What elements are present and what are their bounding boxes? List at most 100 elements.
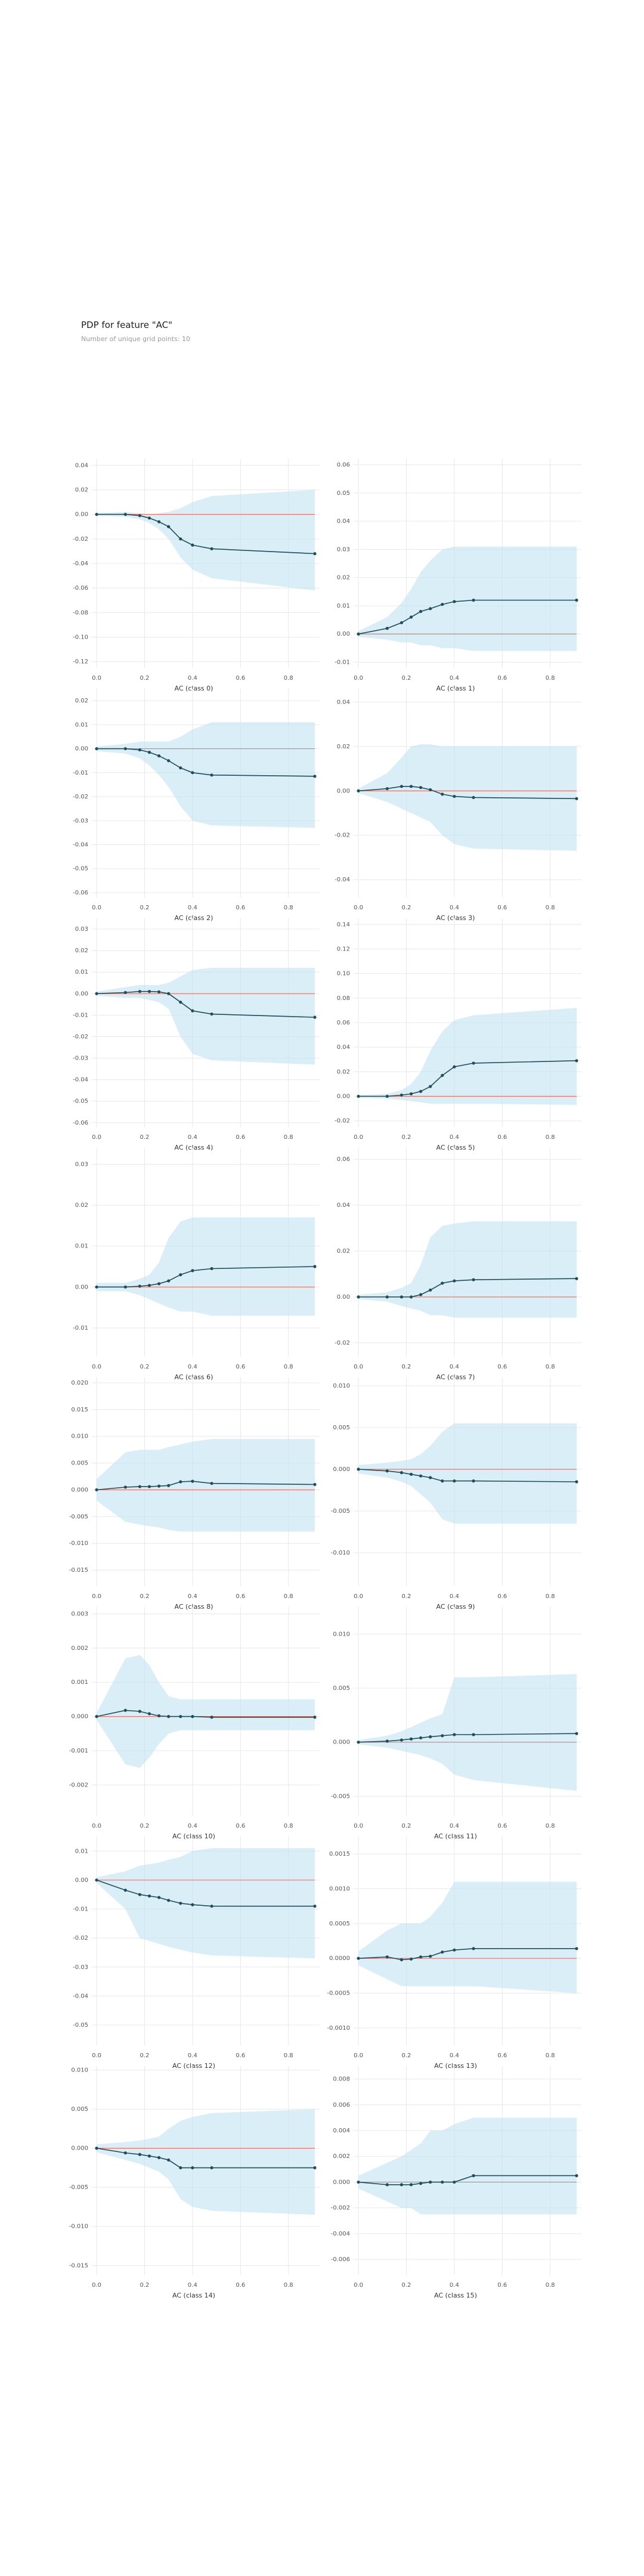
x-tick-label: 0.2: [402, 1134, 411, 1141]
y-tick-label: -0.02: [73, 794, 88, 800]
y-tick-label: 0.005: [333, 1685, 350, 1692]
pdp-panel-0: 0.04 0.02 0.00 -0.02 -0.04 -0.06 -0.08 -0.10 -0.…: [73, 459, 320, 692]
y-tick-label: -0.04: [73, 561, 88, 567]
x-axis-label: AC (class 15): [434, 2292, 477, 2299]
y-tick-label: 0.14: [337, 921, 350, 928]
x-axis-label: AC (class 8): [175, 1603, 213, 1611]
y-tick-label: -0.005: [331, 1508, 350, 1515]
x-tick-label: 0.6: [236, 2052, 245, 2059]
pdp-point: [157, 1896, 161, 1899]
y-tick-label: -0.06: [73, 1120, 88, 1126]
pdp-point: [472, 1947, 475, 1950]
pdp-point: [409, 1092, 413, 1096]
x-tick-label: 0.4: [450, 1823, 459, 1829]
pdp-point: [167, 2158, 171, 2162]
pdp-point: [409, 785, 413, 788]
pdp-point: [409, 1472, 413, 1476]
pdp-panel-12: 0.01 0.00 -0.01 -0.02 -0.03 -0.04 -0.05 0.0 0.2 0…: [73, 1837, 320, 2070]
pdp-panel-2: 0.02 0.01 0.00 -0.01 -0.02 -0.03 -0.04 -0.05 -0.…: [73, 689, 320, 922]
pdp-point: [210, 1905, 213, 1908]
x-tick-label: 0.0: [92, 905, 101, 911]
pdp-point: [179, 1715, 182, 1719]
x-tick-label: 0.2: [140, 2052, 150, 2059]
pdp-panel-13: 0.0015 0.0010 0.0005 0.0000 -0.0005 -0.0010 0.…: [327, 1837, 581, 2070]
pdp-point: [409, 1295, 413, 1299]
pdp-point: [191, 2166, 194, 2170]
pdp-point: [179, 2166, 182, 2170]
pdp-point: [147, 990, 151, 993]
pdp-point: [409, 615, 413, 619]
y-tick-label: 0.00: [337, 631, 350, 637]
pdp-point: [472, 1278, 475, 1281]
x-tick-label: 0.6: [236, 2282, 245, 2289]
x-tick-label: 0.8: [546, 675, 555, 682]
x-tick-label: 0.2: [140, 675, 150, 682]
pdp-panel-9: 0.010 0.005 0.000 -0.005 -0.010 0.0 0.2 0.4 0.6 0…: [331, 1377, 581, 1611]
x-tick-label: 0.8: [546, 2282, 555, 2289]
pdp-point: [147, 1894, 151, 1898]
y-tick-label: 0.03: [337, 546, 350, 553]
pdp-point: [167, 759, 171, 763]
x-tick-label: 0.0: [354, 1364, 363, 1370]
pdp-point: [453, 1948, 456, 1952]
pdp-point: [357, 632, 360, 636]
x-axis-label: AC (class 6): [175, 1373, 213, 1381]
pdp-point: [575, 1277, 578, 1280]
confidence-band: [358, 1008, 577, 1105]
pdp-point: [429, 1085, 432, 1088]
x-tick-label: 0.4: [450, 1593, 459, 1600]
pdp-point: [191, 1479, 194, 1483]
pdp-point: [167, 1484, 171, 1487]
pdp-point: [191, 771, 194, 775]
confidence-band: [97, 1655, 315, 1768]
y-tick-label: 0.06: [337, 462, 350, 468]
pdp-line: [97, 513, 315, 555]
pdp-panel-14: 0.010 0.005 0.000 -0.005 -0.010 -0.015 0.0 0.2 0…: [69, 2066, 320, 2299]
x-tick-label: 0.2: [140, 1593, 150, 1600]
x-tick-label: 0.2: [140, 905, 150, 911]
pdp-point: [157, 1282, 161, 1286]
pdp-point: [179, 537, 182, 541]
y-tick-label: 0.000: [71, 1714, 88, 1720]
pdp-point: [385, 2183, 389, 2187]
x-tick-label: 0.6: [497, 905, 507, 911]
x-tick-label: 0.0: [92, 1134, 101, 1141]
x-tick-label: 0.6: [497, 1364, 507, 1370]
pdp-point: [400, 621, 404, 624]
pdp-point: [453, 600, 456, 603]
y-tick-label: 0.005: [333, 1425, 350, 1431]
y-tick-label: 0.02: [75, 487, 88, 493]
y-tick-label: 0.008: [333, 2076, 350, 2083]
x-tick-label: 0.4: [188, 2282, 197, 2289]
pdp-point: [123, 513, 127, 516]
x-axis-label: AC (class 0): [175, 685, 213, 692]
x-tick-label: 0.4: [450, 2052, 459, 2059]
y-tick-label: -0.005: [69, 2184, 88, 2191]
pdp-point: [123, 1708, 127, 1712]
pdp-point: [441, 792, 444, 796]
pdp-point: [191, 543, 194, 547]
pdp-panel-6: 0.03 0.02 0.01 0.00 -0.01 0.0 0.2 0.4 0.6 0.8 AC (…: [73, 1148, 320, 1381]
y-tick-label: -0.04: [73, 1993, 88, 1999]
x-tick-label: 0.2: [402, 1593, 411, 1600]
x-tick-label: 0.4: [450, 1364, 459, 1370]
pdp-point: [123, 990, 127, 995]
pdp-point: [313, 1482, 317, 1487]
pdp-point: [191, 1009, 194, 1013]
pdp-point: [179, 1273, 182, 1277]
y-tick-label: -0.005: [331, 1793, 350, 1800]
pdp-line: [358, 599, 577, 634]
y-tick-label: 0.010: [333, 1383, 350, 1389]
pdp-point: [575, 1059, 578, 1063]
x-tick-label: 0.2: [402, 1823, 411, 1829]
confidence-band: [358, 1221, 577, 1318]
x-tick-label: 0.2: [402, 675, 411, 682]
pdp-point: [138, 1893, 142, 1896]
pdp-point: [400, 1738, 404, 1742]
y-tick-label: 0.005: [71, 1460, 88, 1467]
y-tick-label: 0.01: [75, 969, 88, 976]
y-tick-label: 0.004: [333, 2128, 350, 2134]
x-tick-label: 0.4: [188, 1134, 197, 1141]
y-tick-label: -0.02: [73, 536, 88, 543]
pdp-line: [96, 1880, 315, 1907]
